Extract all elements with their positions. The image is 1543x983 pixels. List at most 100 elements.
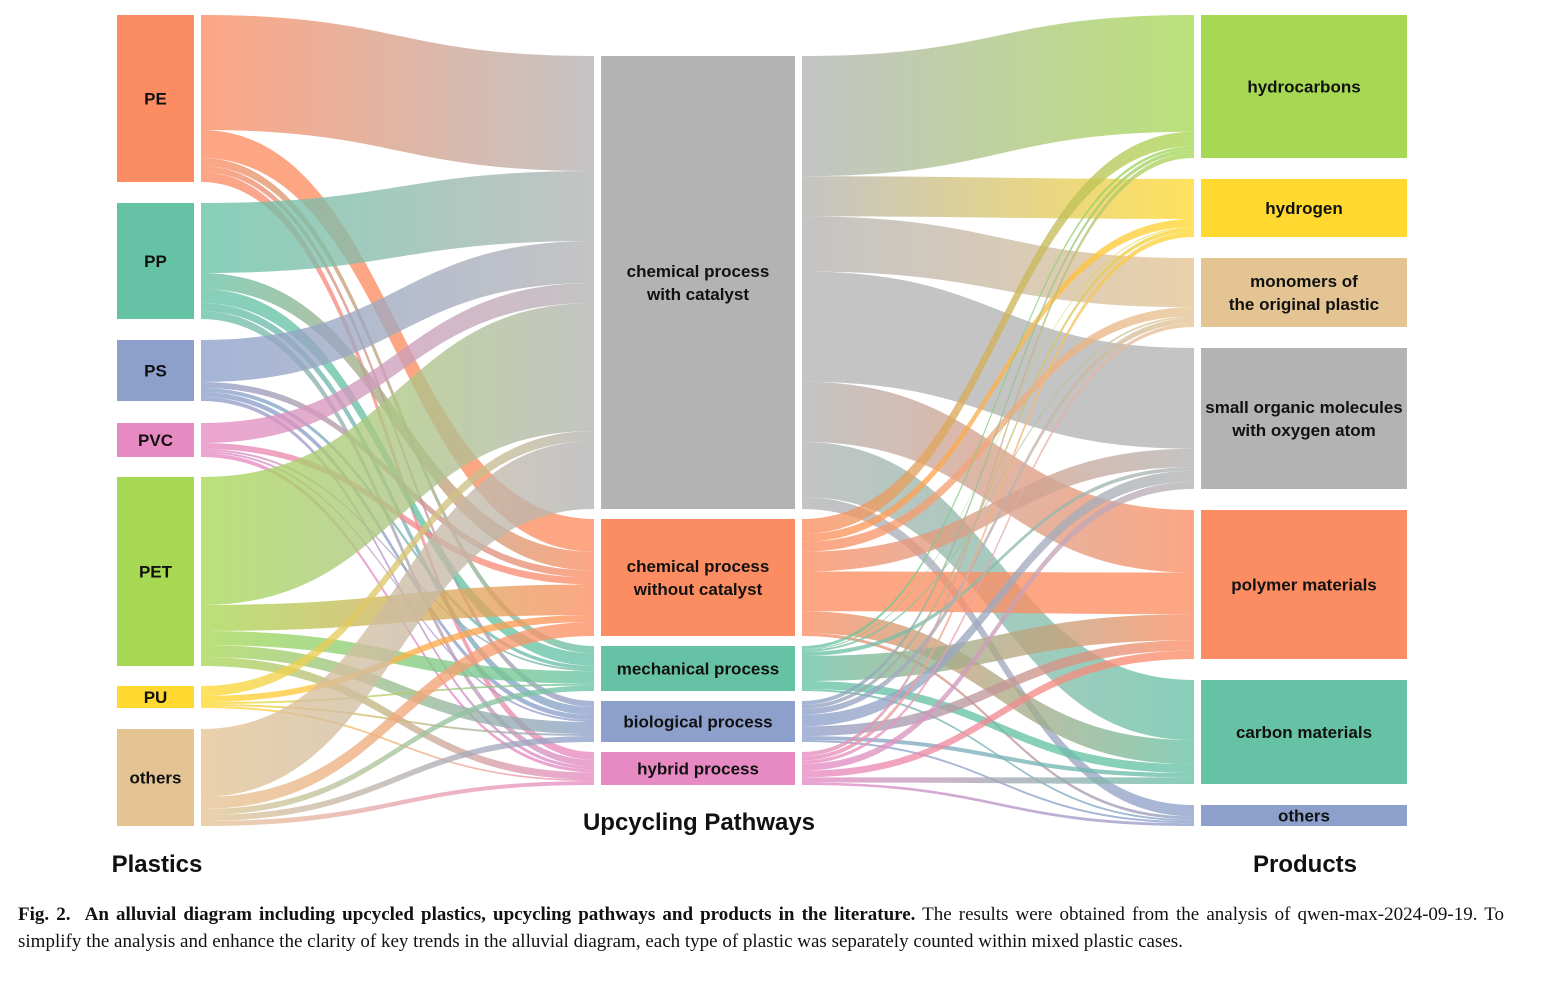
node-chem-nocat-label-line-2: without catalyst <box>633 580 763 599</box>
flow-r-biological-to-hydrogen <box>802 228 1194 709</box>
flow-r-mechanical-to-monomers <box>802 316 1194 652</box>
flow-l-pvc-to-chem-cat <box>201 283 594 443</box>
node-pp-label-line-1: PP <box>144 252 167 271</box>
node-chem-cat-label-line-2: with catalyst <box>646 285 749 304</box>
flow-l-ps-to-biological <box>201 392 594 720</box>
node-pe-label-line-1: PE <box>144 90 167 109</box>
flow-r-biological-to-small-organic <box>802 470 1194 727</box>
flows-pathways-to-products <box>802 15 1194 826</box>
node-chem-cat: chemical process with catalyst <box>601 56 795 509</box>
node-layer: PE PP PS PVC PET PU others chemical process with… <box>117 15 1407 826</box>
flow-r-hybrid-to-carbon <box>802 777 1194 784</box>
flow-l-pe-to-chem-cat <box>201 15 594 171</box>
node-small-organic-label-line-1: small organic molecules <box>1205 398 1402 417</box>
flow-l-pu-to-chem-nocat <box>201 614 594 702</box>
flow-l-others-plastic-to-chem-cat <box>201 441 594 797</box>
node-hybrid-bar <box>601 752 795 785</box>
flow-l-pe-to-chem-nocat <box>201 130 594 552</box>
node-carbon-label-line-1: carbon materials <box>1236 723 1372 742</box>
flow-r-chem-nocat-to-monomers <box>802 307 1194 552</box>
node-chem-nocat: chemical process without catalyst <box>601 519 795 636</box>
flow-r-chem-nocat-to-hydrogen <box>802 219 1194 542</box>
node-chem-nocat-label-line-1: chemical process <box>627 557 770 576</box>
alluvial-diagram: PE PP PS PVC PET PU others chemical process with… <box>112 15 1407 878</box>
node-others-plastic: others <box>117 729 194 826</box>
flow-r-chem-cat-to-hydrocarbons <box>802 15 1194 177</box>
node-hydrogen: hydrogen <box>1201 179 1407 237</box>
flow-l-pp-to-hybrid <box>201 311 594 767</box>
caption-bold-title: An alluvial diagram including upcycled p… <box>84 904 916 925</box>
node-pet: PET <box>117 477 194 666</box>
flow-r-mechanical-to-hydrogen <box>802 227 1194 650</box>
node-pu: PU <box>117 686 194 708</box>
caption-figure-label: Fig. 2. <box>18 904 71 925</box>
node-ps-label-line-1: PS <box>144 362 167 381</box>
flow-r-hybrid-to-polymer <box>802 650 1194 778</box>
node-biological-bar <box>601 701 795 742</box>
node-chem-nocat-bar <box>601 519 795 636</box>
node-others-plastic-bar <box>117 729 194 826</box>
node-mechanical-label-line-1: mechanical process <box>617 660 780 679</box>
flow-l-others-plastic-to-hybrid <box>201 781 594 826</box>
node-polymer: polymer materials <box>1201 510 1407 659</box>
node-monomers-label-line-1: monomers of <box>1250 272 1358 291</box>
node-mechanical: mechanical process <box>601 646 795 691</box>
node-pu-label-line-1: PU <box>144 688 168 707</box>
node-small-organic: small organic molecules with oxygen atom <box>1201 348 1407 489</box>
flow-r-biological-to-carbon <box>802 736 1194 778</box>
flow-l-ps-to-hybrid <box>201 397 594 770</box>
node-biological-label-line-1: biological process <box>623 713 772 732</box>
flow-l-ps-to-chem-cat <box>201 241 594 382</box>
node-biological: biological process <box>601 701 795 742</box>
node-polymer-bar <box>1201 510 1407 659</box>
node-pp: PP <box>117 203 194 319</box>
node-mechanical-bar <box>601 646 795 691</box>
node-pe: PE <box>117 15 194 182</box>
flow-r-chem-cat-to-small-organic <box>802 271 1194 449</box>
pathways-column-title: Upcycling Pathways <box>583 809 815 836</box>
node-pe-bar <box>117 15 194 182</box>
flow-l-pu-to-chem-cat <box>201 431 594 696</box>
node-hydrogen-label-line-1: hydrogen <box>1265 199 1342 218</box>
node-ps-bar <box>117 340 194 401</box>
node-others-product-label-line-1: others <box>1278 807 1330 826</box>
flow-r-chem-nocat-to-hydrocarbons <box>802 131 1194 534</box>
flow-r-hybrid-to-hydrogen <box>802 232 1194 761</box>
node-hydrocarbons: hydrocarbons <box>1201 15 1407 158</box>
node-hybrid: hybrid process <box>601 752 795 785</box>
node-chem-cat-bar <box>601 56 795 509</box>
flow-l-others-plastic-to-chem-nocat <box>201 621 594 809</box>
node-ps: PS <box>117 340 194 401</box>
flow-l-pet-to-biological <box>201 645 594 734</box>
node-chem-cat-label-line-1: chemical process <box>627 262 770 281</box>
flow-l-ps-to-mechanical <box>201 388 594 670</box>
node-monomers: monomers of the original plastic <box>1201 258 1407 327</box>
node-carbon-bar <box>1201 680 1407 784</box>
node-pp-bar <box>117 203 194 319</box>
flow-r-hybrid-to-others-product <box>802 782 1194 826</box>
flow-r-chem-cat-to-monomers <box>802 216 1194 308</box>
flow-r-biological-to-hydrocarbons <box>802 149 1194 705</box>
flow-l-pu-to-hybrid <box>201 706 594 782</box>
node-others-product: others <box>1201 805 1407 826</box>
flow-r-biological-to-polymer <box>802 640 1194 737</box>
node-polymer-label-line-1: polymer materials <box>1231 576 1377 595</box>
flow-r-chem-cat-to-polymer <box>802 381 1194 573</box>
flow-l-pet-to-chem-cat <box>201 303 594 605</box>
flow-l-others-plastic-to-biological <box>201 736 594 821</box>
node-hydrocarbons-label-line-1: hydrocarbons <box>1247 78 1360 97</box>
node-others-product-bar <box>1201 805 1407 826</box>
flow-l-others-plastic-to-mechanical <box>201 685 594 815</box>
plastics-column-title: Plastics <box>112 851 203 878</box>
flow-r-chem-cat-to-hydrogen <box>802 176 1194 219</box>
flow-l-pp-to-chem-cat <box>201 171 594 273</box>
flow-r-hybrid-to-small-organic <box>802 481 1194 771</box>
node-pvc-bar <box>117 423 194 457</box>
node-small-organic-bar <box>1201 348 1407 489</box>
flow-r-hybrid-to-hydrocarbons <box>802 153 1194 757</box>
flow-r-chem-nocat-to-small-organic <box>802 448 1194 572</box>
node-pvc: PVC <box>117 423 194 457</box>
flow-r-mechanical-to-polymer <box>802 614 1194 681</box>
products-column-title: Products <box>1253 851 1357 878</box>
node-small-organic-label-line-2: with oxygen atom <box>1231 421 1376 440</box>
